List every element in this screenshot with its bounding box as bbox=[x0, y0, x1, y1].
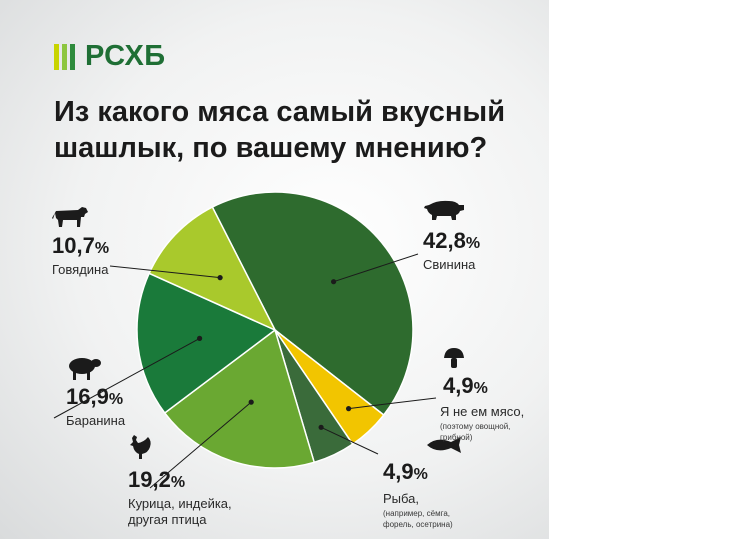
sheep-icon bbox=[69, 358, 101, 380]
leader-dot bbox=[346, 406, 352, 412]
chart-title: Из какого мяса самый вкусный шашлык, по … bbox=[54, 94, 534, 166]
note-ryba: (например, сёмга, форель, осетрина) bbox=[383, 508, 453, 530]
logo-text: РСХБ bbox=[85, 40, 166, 72]
label-line: Курица, индейка, bbox=[128, 496, 232, 511]
label-ryba: Рыба, bbox=[383, 491, 420, 506]
label-ne-em-myaso: Я не ем мясо, bbox=[440, 404, 525, 419]
label-kurica: Курица, индейка, другая птица bbox=[128, 496, 232, 528]
leader-dot bbox=[331, 279, 337, 285]
pct-svinina: 42,8% bbox=[423, 228, 480, 254]
percent-sign: % bbox=[413, 466, 428, 483]
leader-line bbox=[348, 397, 437, 410]
logo-bar bbox=[54, 43, 59, 70]
value-label: 16,9 bbox=[66, 384, 109, 409]
percent-sign: % bbox=[94, 240, 110, 257]
label-baranina: Баранина bbox=[66, 413, 126, 428]
pct-kurica: 19,2% bbox=[128, 467, 185, 493]
fish-icon bbox=[427, 437, 461, 453]
note-ne-em-myaso: (поэтому овощной, грибной) bbox=[440, 421, 510, 443]
label-line: другая птица bbox=[128, 512, 207, 527]
note-line: грибной) bbox=[440, 433, 473, 442]
leader-line bbox=[320, 426, 379, 455]
leader-line bbox=[109, 265, 221, 279]
title-line: шашлык, по вашему мнению? bbox=[54, 132, 488, 164]
note-line: (поэтому овощной, bbox=[440, 422, 511, 431]
title-line: Из какого мяса самый вкусный bbox=[54, 96, 506, 128]
logo-bar bbox=[70, 43, 75, 70]
value-label: 19,2 bbox=[128, 467, 171, 492]
pct-ryba: 4,9% bbox=[383, 459, 428, 485]
label-govyadina: Говядина bbox=[52, 262, 109, 277]
label-svinina: Свинина bbox=[423, 257, 476, 272]
percent-sign: % bbox=[473, 380, 488, 397]
pig-icon bbox=[424, 200, 464, 220]
pct-baranina: 16,9% bbox=[66, 384, 123, 410]
value-label: 4,9 bbox=[443, 373, 474, 398]
leader-dot bbox=[248, 399, 254, 405]
pct-govyadina: 10,7% bbox=[52, 233, 109, 259]
note-line: (например, сёмга, bbox=[383, 509, 450, 518]
leader-line bbox=[53, 337, 200, 419]
logo-bars-icon bbox=[54, 43, 75, 70]
leader-dot bbox=[318, 424, 324, 430]
leader-dot bbox=[197, 335, 203, 341]
percent-sign: % bbox=[170, 474, 186, 491]
percent-sign: % bbox=[465, 235, 481, 252]
leader-line bbox=[333, 253, 419, 283]
cow-icon bbox=[52, 207, 88, 227]
leader-line bbox=[149, 401, 252, 489]
logo-bar bbox=[62, 43, 67, 70]
leader-dot bbox=[217, 275, 223, 281]
value-label: 10,7 bbox=[52, 233, 95, 258]
percent-sign: % bbox=[108, 391, 124, 408]
pie-slice-svinina bbox=[211, 191, 414, 417]
pie-chart bbox=[53, 191, 437, 489]
rooster-icon bbox=[130, 435, 151, 459]
logo: РСХБ bbox=[54, 40, 166, 73]
value-label: 42,8 bbox=[423, 228, 466, 253]
pie-slice-kurica bbox=[163, 328, 316, 469]
pie-slice-baranina bbox=[136, 272, 277, 415]
pct-ne-em-myaso: 4,9% bbox=[443, 373, 488, 399]
note-line: форель, осетрина) bbox=[383, 520, 453, 529]
value-label: 4,9 bbox=[383, 459, 414, 484]
mushroom-icon bbox=[444, 348, 464, 368]
